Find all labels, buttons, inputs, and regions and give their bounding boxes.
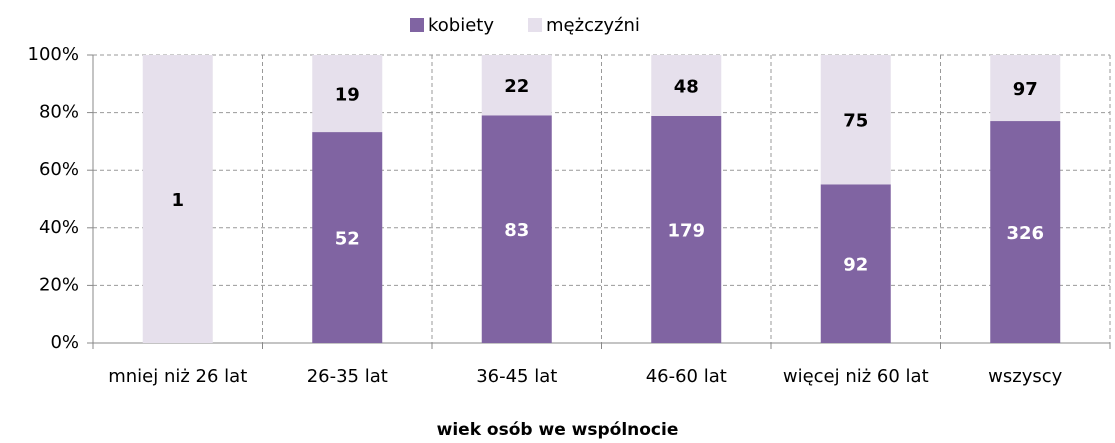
data-label: 52 xyxy=(335,229,360,250)
bar-segment xyxy=(651,115,722,343)
legend-swatch xyxy=(410,18,424,32)
bar-segment xyxy=(312,132,383,343)
data-label: 19 xyxy=(335,85,360,106)
bar-segment xyxy=(990,121,1061,343)
bar-segment xyxy=(312,55,383,133)
y-tick-label: 60% xyxy=(39,159,79,180)
data-label: 179 xyxy=(667,220,705,241)
bar-segment xyxy=(990,55,1061,122)
data-label: 1 xyxy=(171,190,184,211)
data-label: 326 xyxy=(1006,223,1044,244)
bar-segment xyxy=(142,55,213,343)
bar-segment xyxy=(481,55,552,116)
bar-segment xyxy=(481,115,552,343)
y-tick-label: 100% xyxy=(28,44,79,65)
data-label: 75 xyxy=(843,111,868,132)
x-tick-label: 36-45 lat xyxy=(476,366,558,387)
data-label: 97 xyxy=(1013,79,1038,100)
x-axis-title: wiek osób we wspólnocie xyxy=(436,420,679,440)
data-label: 48 xyxy=(674,76,699,97)
y-tick-label: 0% xyxy=(50,332,79,353)
legend-label: mężczyźni xyxy=(546,15,640,36)
x-tick-label: 46-60 lat xyxy=(645,366,727,387)
bar-segment xyxy=(651,55,722,116)
x-tick-label: wszyscy xyxy=(988,366,1063,387)
legend-swatch xyxy=(528,18,543,32)
y-tick-label: 80% xyxy=(39,102,79,123)
x-tick-label: więcej niż 60 lat xyxy=(782,366,929,387)
x-tick-label: mniej niż 26 lat xyxy=(108,366,248,387)
y-tick-label: 20% xyxy=(39,274,79,295)
bar-segment xyxy=(820,184,891,343)
legend-label: kobiety xyxy=(428,15,494,36)
bar-segment xyxy=(820,55,891,185)
data-label: 83 xyxy=(504,220,529,241)
x-tick-label: 26-35 lat xyxy=(306,366,388,387)
data-label: 92 xyxy=(843,255,868,276)
data-label: 22 xyxy=(504,76,529,97)
y-tick-label: 40% xyxy=(39,217,79,238)
